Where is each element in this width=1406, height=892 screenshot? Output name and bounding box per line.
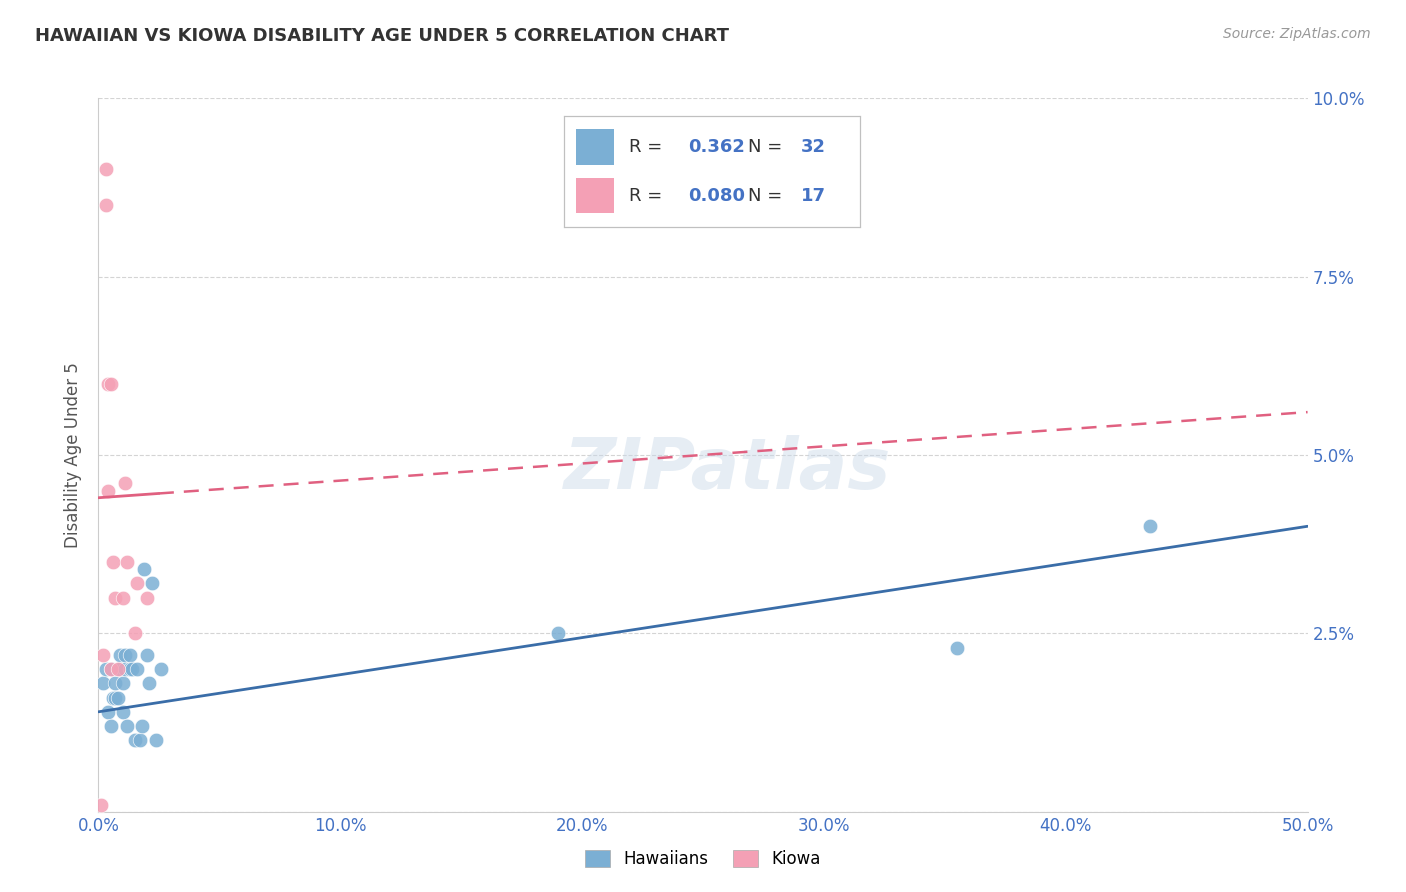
Point	[94, 162, 117, 177]
Point	[94, 662, 117, 676]
Point	[101, 555, 124, 569]
Point	[127, 662, 149, 676]
Point	[134, 562, 156, 576]
Point	[135, 648, 157, 662]
Point	[104, 591, 127, 605]
Text: Source: ZipAtlas.com: Source: ZipAtlas.com	[1223, 27, 1371, 41]
Point	[107, 662, 129, 676]
Point	[127, 576, 149, 591]
Point	[100, 662, 122, 676]
Point	[104, 690, 127, 705]
Point	[100, 376, 122, 391]
Point	[547, 626, 569, 640]
Text: HAWAIIAN VS KIOWA DISABILITY AGE UNDER 5 CORRELATION CHART: HAWAIIAN VS KIOWA DISABILITY AGE UNDER 5…	[35, 27, 730, 45]
Point	[141, 576, 163, 591]
Legend: Hawaiians, Kiowa: Hawaiians, Kiowa	[578, 843, 828, 875]
Point	[107, 690, 129, 705]
Point	[114, 662, 136, 676]
Point	[91, 676, 114, 690]
Point	[108, 662, 131, 676]
Point	[1139, 519, 1161, 533]
Point	[114, 476, 136, 491]
Point	[118, 648, 141, 662]
Point	[97, 483, 120, 498]
Point	[124, 733, 146, 747]
Point	[121, 662, 143, 676]
Point	[101, 690, 124, 705]
Point	[150, 662, 173, 676]
Point	[946, 640, 969, 655]
Point	[111, 676, 134, 690]
Y-axis label: Disability Age Under 5: Disability Age Under 5	[65, 362, 83, 548]
Point	[91, 648, 114, 662]
Point	[145, 733, 167, 747]
Point	[117, 719, 139, 733]
Point	[128, 733, 150, 747]
Point	[135, 591, 157, 605]
Point	[118, 662, 141, 676]
Point	[124, 626, 146, 640]
Point	[104, 676, 127, 690]
Point	[100, 662, 122, 676]
Point	[97, 705, 120, 719]
Point	[94, 198, 117, 212]
Point	[114, 648, 136, 662]
Point	[97, 376, 120, 391]
Point	[111, 705, 134, 719]
Text: ZIPatlas: ZIPatlas	[564, 434, 891, 504]
Point	[131, 719, 153, 733]
Point	[100, 719, 122, 733]
Point	[138, 676, 160, 690]
Point	[90, 797, 112, 812]
Point	[108, 648, 131, 662]
Point	[117, 555, 139, 569]
Point	[111, 591, 134, 605]
